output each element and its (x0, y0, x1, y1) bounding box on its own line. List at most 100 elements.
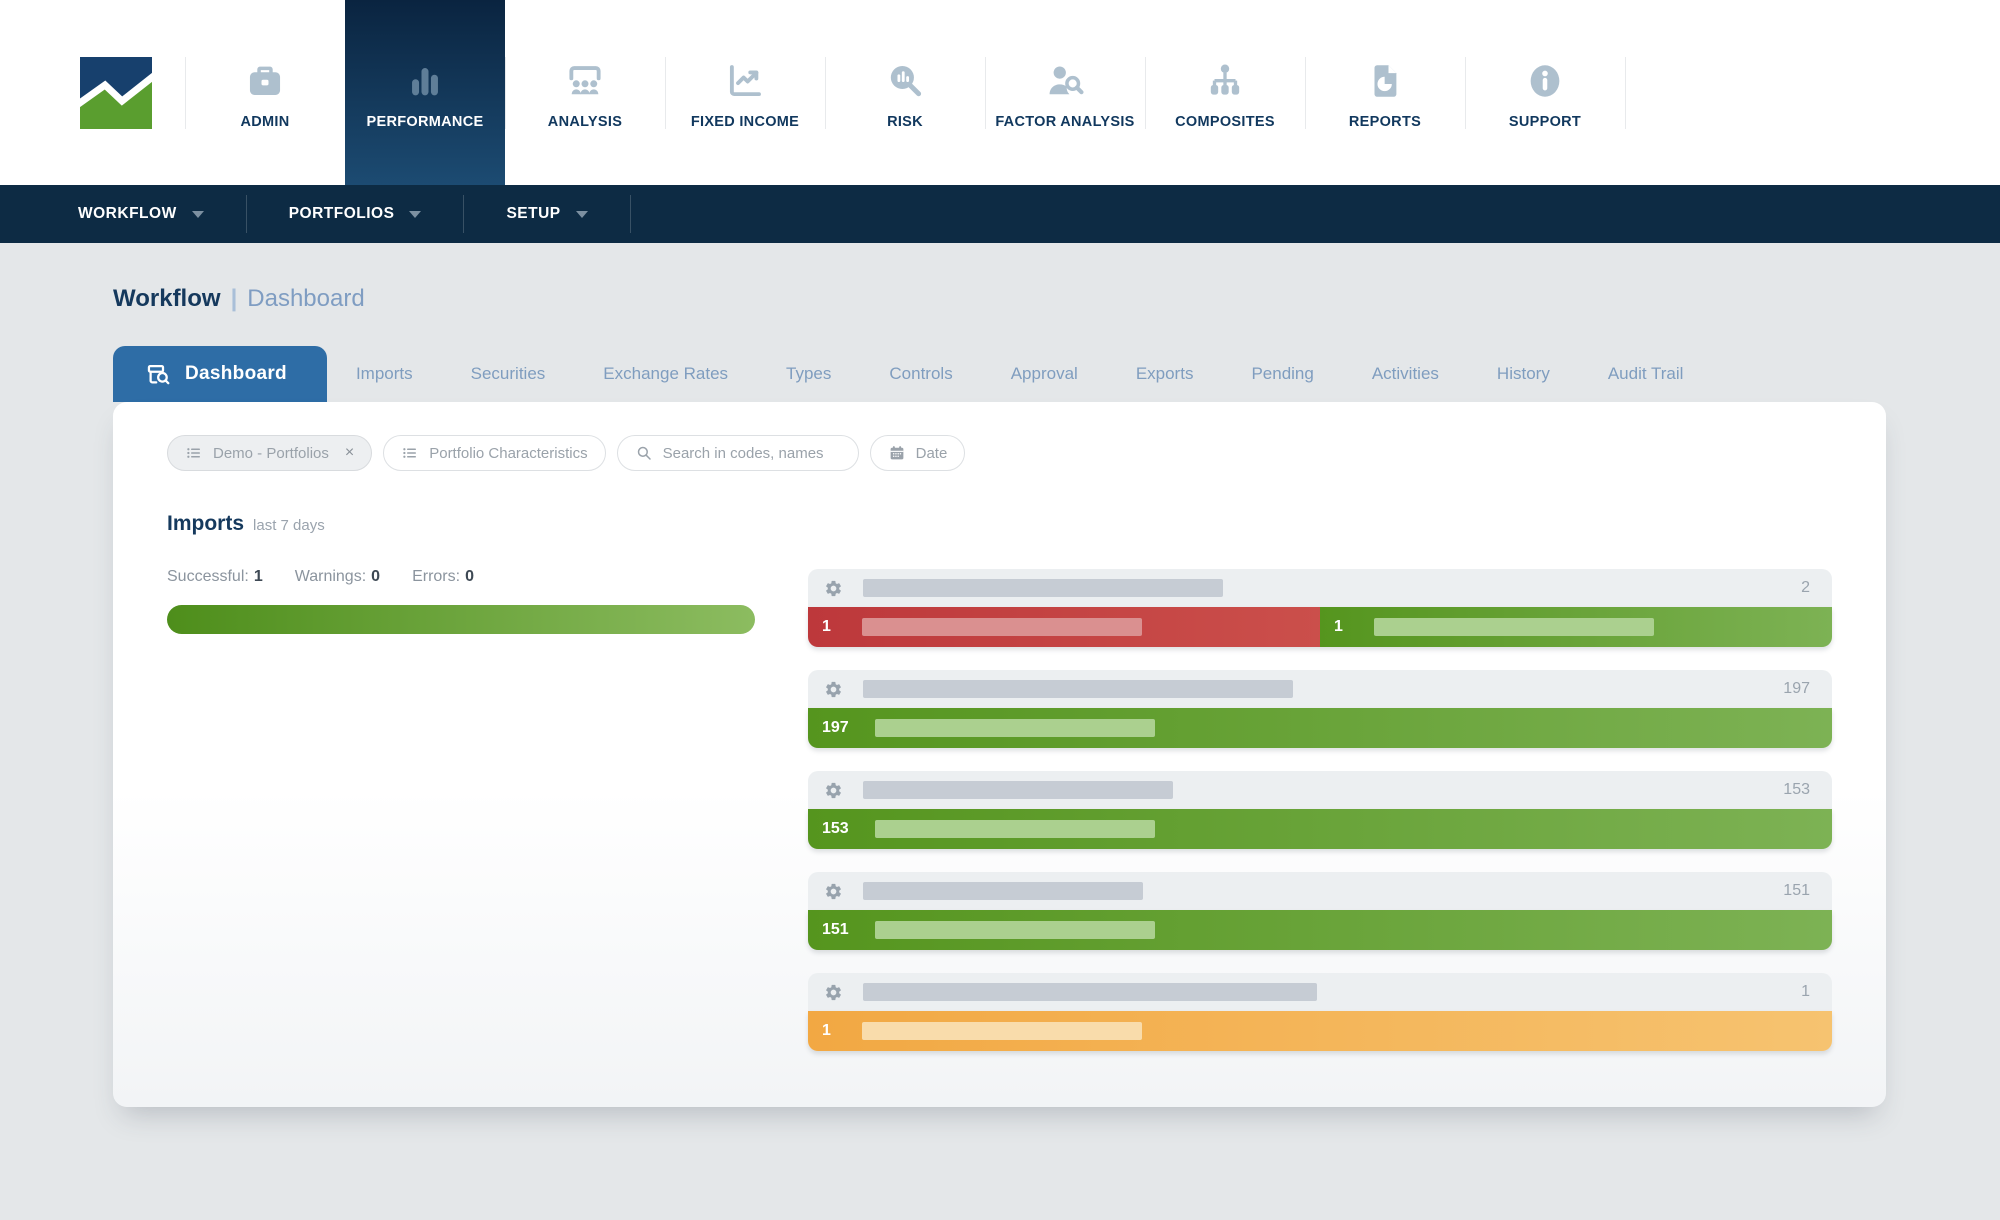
segment-name-placeholder (862, 1022, 1142, 1040)
tab-securities[interactable]: Securities (470, 364, 546, 383)
tab-history[interactable]: History (1496, 364, 1550, 383)
tab-pending[interactable]: Pending (1251, 364, 1314, 383)
import-row-header: 151 (808, 872, 1832, 910)
presentation-people-icon (569, 66, 601, 95)
tab-exchange-rates[interactable]: Exchange Rates (603, 364, 729, 383)
filter-chip-characteristics[interactable]: Portfolio Characteristics (383, 435, 606, 471)
list-icon (187, 448, 200, 458)
filter-chip-portfolios[interactable]: Demo - Portfolios × (167, 435, 373, 471)
import-row-bar[interactable]: 153 (808, 809, 1832, 849)
imports-success-progress-bar (167, 605, 755, 634)
tab-dashboard[interactable]: Dashboard (113, 346, 327, 402)
segment-count: 153 (822, 820, 849, 837)
gear-icon[interactable] (824, 579, 843, 598)
nav-item-fixed-income[interactable]: FIXED INCOME (665, 0, 825, 185)
stat-label: Successful: (167, 568, 249, 585)
nav-item-label: RISK (887, 114, 923, 130)
tab-types[interactable]: Types (786, 364, 832, 383)
nav-item-factor-analysis[interactable]: FACTOR ANALYSIS (985, 0, 1145, 185)
import-row-bar[interactable]: 1 (808, 1011, 1832, 1051)
tab-approval[interactable]: Approval (1010, 364, 1078, 383)
segment-name-placeholder (874, 921, 1155, 939)
segment-count: 151 (822, 921, 849, 938)
divider (185, 57, 186, 129)
gear-icon[interactable] (824, 680, 843, 699)
stat-errors: Errors: 0 (412, 568, 474, 586)
brand-logo[interactable] (74, 57, 158, 129)
top-bar: ADMIN PERFORMANCE (0, 0, 2000, 185)
search-icon (637, 446, 651, 460)
chevron-down-icon (409, 210, 422, 218)
gear-icon[interactable] (824, 781, 843, 800)
tab-exports[interactable]: Exports (1135, 364, 1194, 383)
tab-imports[interactable]: Imports (355, 364, 413, 383)
bar-chart-icon (412, 68, 438, 96)
nav-item-reports[interactable]: REPORTS (1305, 0, 1465, 185)
dashboard-panel: Demo - Portfolios × Portfolio Characteri… (113, 402, 1886, 1107)
import-row-header: 153 (808, 771, 1832, 809)
row-name-placeholder (863, 781, 1173, 799)
segment-name-placeholder (874, 820, 1155, 838)
bar-segment-success[interactable]: 1 (1320, 607, 1832, 647)
nav-item-analysis[interactable]: ANALYSIS (505, 0, 665, 185)
tab-controls[interactable]: Controls (889, 364, 953, 383)
segment-count: 1 (1334, 618, 1343, 635)
line-chart-icon (729, 65, 761, 97)
chevron-down-icon (575, 210, 588, 218)
row-name-placeholder (863, 882, 1143, 900)
search-input[interactable] (662, 444, 841, 462)
import-row-header: 197 (808, 670, 1832, 708)
import-row-bar[interactable]: 1 1 (808, 607, 1832, 647)
segment-name-placeholder (874, 719, 1155, 737)
imports-section-title: Imports last 7 days (167, 512, 325, 536)
import-row-bar[interactable]: 197 (808, 708, 1832, 748)
nav-item-label: REPORTS (1348, 114, 1422, 130)
tab-activities[interactable]: Activities (1371, 364, 1439, 383)
import-row-bar[interactable]: 151 (808, 910, 1832, 950)
subnav-item-portfolios[interactable]: PORTFOLIOS (247, 205, 464, 223)
search-chip[interactable] (616, 435, 859, 471)
segment-count: 1 (822, 618, 831, 635)
primary-navigation: ADMIN PERFORMANCE (185, 0, 1626, 185)
nav-item-support[interactable]: SUPPORT (1465, 0, 1626, 185)
nav-item-label: PERFORMANCE (366, 114, 484, 130)
row-name-placeholder (863, 579, 1223, 597)
date-filter-chip[interactable]: Date (869, 435, 966, 471)
calendar-icon (890, 446, 903, 460)
import-row-header: 1 (808, 973, 1832, 1011)
nav-item-label: COMPOSITES (1175, 114, 1275, 130)
nav-item-label: FACTOR ANALYSIS (995, 114, 1135, 130)
stat-value: 0 (465, 568, 474, 585)
row-total: 151 (1783, 882, 1810, 899)
person-search-icon (1049, 66, 1084, 95)
gear-icon[interactable] (824, 882, 843, 901)
bar-segment-success[interactable]: 197 (808, 708, 1832, 748)
stat-value: 1 (253, 568, 263, 585)
row-total: 153 (1783, 781, 1810, 798)
bar-segment-error[interactable]: 1 (808, 607, 1320, 647)
segment-count: 1 (822, 1022, 831, 1039)
row-name-placeholder (863, 680, 1293, 698)
bar-segment-success[interactable]: 151 (808, 910, 1832, 950)
import-row: 1 1 (808, 973, 1832, 1051)
nav-item-risk[interactable]: RISK (825, 0, 985, 185)
nav-item-admin[interactable]: ADMIN (185, 0, 345, 185)
gear-icon[interactable] (824, 983, 843, 1002)
bar-segment-warning[interactable]: 1 (808, 1011, 1832, 1051)
close-icon[interactable]: × (344, 444, 355, 461)
segment-name-placeholder (1374, 618, 1654, 636)
magnifier-bars-icon (890, 65, 922, 97)
nav-item-performance[interactable]: PERFORMANCE (345, 0, 505, 185)
import-row-header: 2 (808, 569, 1832, 607)
bar-segment-success[interactable]: 153 (808, 809, 1832, 849)
nav-item-composites[interactable]: COMPOSITES (1145, 0, 1305, 185)
imports-stats: Successful: 1 Warnings: 0 Errors: 0 (167, 568, 474, 586)
stat-value: 0 (371, 568, 381, 585)
stat-successful: Successful: 1 (167, 568, 263, 586)
subnav-item-workflow[interactable]: WORKFLOW (78, 205, 246, 223)
divider (629, 195, 631, 233)
subnav-item-setup[interactable]: SETUP (464, 205, 629, 223)
row-total: 1 (1801, 983, 1810, 1000)
tab-audit-trail[interactable]: Audit Trail (1607, 364, 1684, 383)
breadcrumb-page: Dashboard (247, 285, 365, 312)
